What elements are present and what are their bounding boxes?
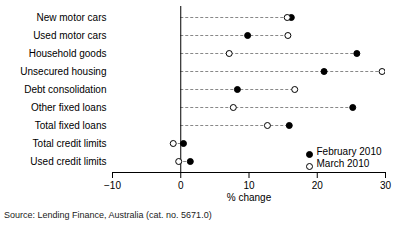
svg-text:% change: % change	[227, 192, 272, 203]
svg-text:Unsecured housing: Unsecured housing	[20, 66, 106, 77]
svg-text:0: 0	[178, 180, 184, 191]
svg-text:10: 10	[243, 180, 255, 191]
svg-text:Debt consolidation: Debt consolidation	[24, 84, 106, 95]
svg-text:30: 30	[380, 180, 392, 191]
svg-text:New motor cars: New motor cars	[36, 12, 106, 23]
svg-text:March 2010: March 2010	[317, 158, 370, 169]
svg-text:Household goods: Household goods	[29, 48, 107, 59]
svg-text:Total credit limits: Total credit limits	[33, 138, 107, 149]
svg-text:Used motor cars: Used motor cars	[33, 30, 106, 41]
svg-text:February 2010: February 2010	[317, 146, 382, 157]
svg-text:Other fixed loans: Other fixed loans	[31, 102, 107, 113]
html-text:Source: Lending Finance, Austr: Source: Lending Finance, Australia (cat.…	[4, 210, 212, 220]
svg-text:20: 20	[312, 180, 324, 191]
svg-text:−10: −10	[104, 180, 121, 191]
svg-text:Total fixed loans: Total fixed loans	[35, 120, 107, 131]
svg-text:Used credit limits: Used credit limits	[30, 156, 106, 167]
